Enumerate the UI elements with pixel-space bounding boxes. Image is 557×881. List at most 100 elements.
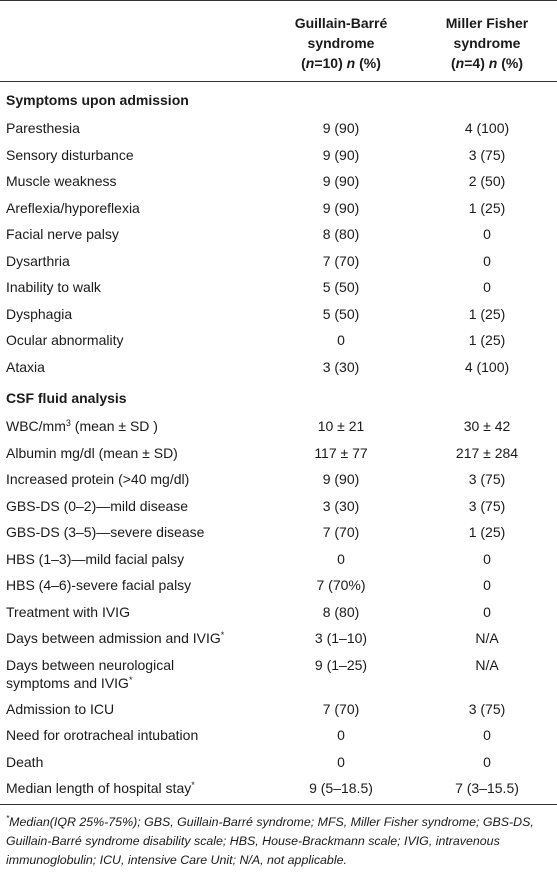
header-mfs-pct: (%) [497, 55, 523, 71]
cell-mfs: N/A [475, 630, 499, 646]
cell-mfs: 0 [483, 279, 491, 295]
row-label: Albumin mg/dl (mean ± SD) [6, 444, 178, 461]
table-row: GBS-DS (3–5)—severe disease 7 (70) 1 (25) [0, 519, 557, 546]
row-label: HBS (4–6)-severe facial palsy [6, 577, 192, 593]
row-label: Admission to ICU [6, 700, 115, 717]
cell-mfs: 4 (100) [464, 120, 510, 136]
data-table: Guillain-Barré syndrome (n=10) n (%) Mil… [0, 0, 557, 805]
header-gbs: Guillain-Barré syndrome (n=10) n (%) [265, 0, 417, 82]
row-label: Median length of hospital stay* [0, 775, 265, 805]
table-row: Treatment with IVIG 8 (80) 0 [0, 599, 557, 626]
header-empty-cell [0, 0, 265, 82]
cell-mfs: 7 (3–15.5) [417, 775, 557, 805]
row-label-text: Days between neurological [6, 656, 175, 673]
table-row: Ataxia 3 (30) 4 (100) [0, 354, 557, 381]
header-gbs-n: n [305, 55, 315, 71]
cell-gbs: 3 (30) [322, 358, 360, 375]
row-label: Ataxia [6, 358, 45, 375]
table-row: Dysarthria 7 (70) 0 [0, 248, 557, 275]
row-label: Ocular abnormality [6, 332, 124, 348]
cell-gbs: 9 (5–18.5) [265, 775, 417, 805]
row-label-text: WBC/mm [6, 418, 66, 434]
row-label: Areflexia/hyporeflexia [6, 199, 140, 216]
cell-mfs: 217 ± 284 [455, 444, 519, 461]
row-label-text: (mean ± SD ) [70, 418, 158, 434]
table-row: Increased protein (>40 mg/dl) 9 (90) 3 (75… [0, 466, 557, 493]
row-label: Need for orotracheal intubation [6, 727, 199, 743]
cell-gbs: 9 (90) [322, 199, 360, 216]
cell-gbs: 9 (90) [322, 120, 360, 136]
header-mfs-paren: ( [451, 55, 456, 71]
header-mfs-n: n [455, 55, 465, 71]
cell-mfs: 2 (50) [468, 173, 506, 189]
table-row: Death 0 0 [0, 749, 557, 776]
row-label: Facial nerve palsy [6, 226, 119, 242]
cell-gbs: 0 [337, 550, 345, 567]
table-footnote: *Median(IQR 25%-75%); GBS, Guillain-Barr… [0, 805, 557, 870]
section-row-symptoms: Symptoms upon admission [0, 82, 557, 116]
header-gbs-n2: n [346, 55, 356, 71]
cell-gbs: 10 ± 21 [317, 418, 365, 434]
cell-gbs: 8 (80) [322, 603, 360, 620]
cell-mfs: 0 [483, 753, 491, 770]
superscript: * [191, 780, 195, 790]
row-label: GBS-DS (3–5)—severe disease [6, 524, 205, 540]
cell-mfs: 30 ± 42 [463, 418, 511, 434]
cell-mfs: 4 (100) [464, 358, 510, 375]
table-row: GBS-DS (0–2)—mild disease 3 (30) 3 (75) [0, 493, 557, 520]
cell-mfs: 0 [483, 226, 491, 242]
header-gbs-pct: (%) [355, 55, 381, 71]
table-row: Paresthesia 9 (90) 4 (100) [0, 115, 557, 142]
table-row: Facial nerve palsy 8 (80) 0 [0, 221, 557, 248]
footnote-text: Median(IQR 25%-75%); GBS, Guillain-Barré… [6, 814, 534, 867]
table-body: Symptoms upon admission Paresthesia 9 (90… [0, 82, 557, 805]
table-row: Ocular abnormality 0 1 (25) [0, 327, 557, 354]
superscript: 3 [65, 418, 71, 428]
cell-gbs: 9 (90) [322, 173, 360, 189]
cell-mfs: 0 [483, 603, 491, 620]
table-row: Need for orotracheal intubation 0 0 [0, 722, 557, 749]
row-label-text: Median length of hospital stay [6, 780, 192, 796]
row-label: Days between admission and IVIG* [0, 625, 265, 652]
cell-gbs: 0 [337, 727, 345, 743]
row-label: Sensory disturbance [6, 146, 134, 163]
cell-gbs: 7 (70) [322, 524, 360, 540]
table-row: Areflexia/hyporeflexia 9 (90) 1 (25) [0, 195, 557, 222]
row-label: Dysarthria [6, 252, 70, 269]
header-gbs-eq: =10) [314, 55, 347, 71]
cell-gbs: 7 (70) [322, 700, 360, 717]
table-row: Median length of hospital stay* 9 (5–18.5… [0, 775, 557, 805]
table-row: Days between neurological symptoms and IV… [0, 652, 557, 696]
cell-mfs: 0 [483, 252, 491, 269]
cell-mfs: 1 (25) [468, 305, 506, 322]
row-label: GBS-DS (0–2)—mild disease [6, 497, 189, 514]
row-label: Inability to walk [6, 279, 101, 295]
table-row: Muscle weakness 9 (90) 2 (50) [0, 168, 557, 195]
table-row: HBS (1–3)—mild facial palsy 0 0 [0, 546, 557, 573]
footnote-marker: * [6, 813, 10, 823]
row-label: Dysphagia [6, 305, 73, 322]
table-row: Days between admission and IVIG* 3 (1–10)… [0, 625, 557, 652]
cell-gbs: 0 [337, 332, 345, 348]
cell-gbs: 9 (1–25) [314, 656, 368, 673]
header-mfs-line2: syndrome [453, 35, 521, 51]
table-row: Admission to ICU 7 (70) 3 (75) [0, 696, 557, 723]
section-title-csf: CSF fluid analysis [6, 390, 127, 406]
cell-gbs: 0 [337, 753, 345, 770]
section-row-csf: CSF fluid analysis [0, 380, 557, 413]
row-label: Muscle weakness [6, 173, 117, 189]
table-row: HBS (4–6)-severe facial palsy 7 (70%) 0 [0, 572, 557, 599]
header-gbs-line1: Guillain-Barré [294, 15, 388, 31]
table-row: Albumin mg/dl (mean ± SD) 117 ± 77 217 ± 2… [0, 440, 557, 467]
cell-gbs: 7 (70%) [316, 577, 366, 593]
row-label: Death [6, 753, 44, 770]
cell-gbs: 5 (50) [322, 305, 360, 322]
table-header: Guillain-Barré syndrome (n=10) n (%) Mil… [0, 0, 557, 82]
header-gbs-line2: syndrome [307, 35, 375, 51]
cell-gbs: 117 ± 77 [314, 444, 368, 461]
row-label: Days between neurological symptoms and IV… [0, 652, 265, 696]
cell-mfs: 3 (75) [468, 497, 506, 514]
cell-mfs: 3 (75) [468, 471, 506, 487]
cell-mfs: 3 (75) [468, 146, 506, 163]
